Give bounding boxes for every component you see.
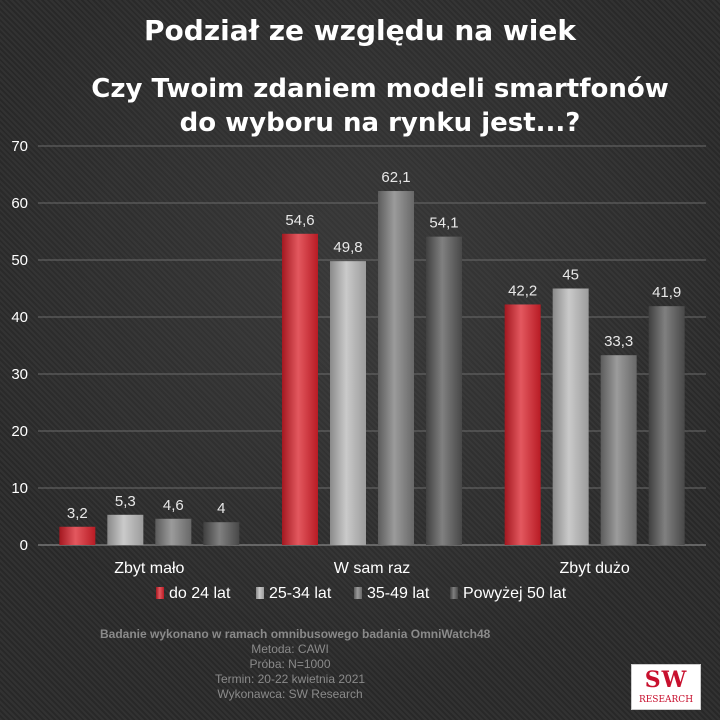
bar-chart: 3,2 5,3 4,6 4 54,6 49,8 62,1 54,1 42,2 45 33,3 41,9… (11, 138, 706, 602)
legend-label: 25-34 lat (269, 585, 332, 602)
bar-1-1 (59, 526, 96, 545)
bar-1-2 (282, 233, 318, 545)
footer-line-2: Metoda: CAWI (251, 642, 329, 656)
y-tick-label: 30 (11, 366, 28, 383)
data-label: 5,3 (115, 493, 136, 510)
legend-swatch (354, 587, 362, 599)
page-title: Podział ze względu na wiek (144, 14, 576, 47)
footer-line-5: Wykonawca: SW Research (217, 687, 363, 701)
axis-labels: 0 10 20 30 40 50 60 70 Zbyt mało W sam raz Zbyt du… (11, 138, 630, 577)
bar-2-1 (107, 514, 144, 545)
data-label: 54,1 (429, 215, 458, 232)
bars (59, 191, 685, 545)
category-label: Zbyt dużo (560, 560, 630, 577)
category-label: Zbyt mało (114, 560, 184, 577)
bar-3-2 (378, 191, 414, 545)
bar-2-3 (552, 288, 589, 545)
data-label: 33,3 (604, 333, 633, 350)
legend-swatch (450, 587, 458, 599)
data-label: 3,2 (67, 505, 88, 522)
data-labels: 3,2 5,3 4,6 4 54,6 49,8 62,1 54,1 42,2 45 33,3 41,9 (67, 169, 681, 522)
legend-label: Powyżej 50 lat (463, 585, 567, 602)
survey-footer: Badanie wykonano w ramach omnibusowego b… (100, 627, 491, 702)
bar-2-2 (330, 261, 366, 545)
bar-3-3 (600, 355, 637, 545)
category-label: W sam raz (334, 560, 410, 577)
chart-title-line-2: do wyboru na rynku jest...? (179, 108, 581, 138)
y-tick-label: 20 (11, 423, 28, 440)
legend-label: do 24 lat (169, 585, 231, 602)
data-label: 49,8 (333, 239, 362, 256)
y-tick-label: 40 (11, 309, 28, 326)
legend-swatch (256, 587, 264, 599)
bar-4-2 (426, 236, 462, 545)
logo-sw-text: SW (644, 667, 688, 693)
legend-label: 35-49 lat (367, 585, 430, 602)
bar-4-1 (203, 522, 240, 545)
y-tick-label: 70 (11, 138, 28, 155)
legend-swatch (156, 587, 164, 599)
logo-research-text: RESEARCH (638, 695, 694, 705)
data-label: 4 (217, 500, 225, 517)
grid-lines (38, 145, 706, 546)
data-label: 4,6 (163, 497, 184, 514)
data-label: 54,6 (285, 212, 314, 229)
data-label: 62,1 (381, 169, 410, 186)
chart-title-line-1: Czy Twoim zdaniem modeli smartfonów (91, 74, 669, 104)
bar-4-3 (648, 306, 685, 545)
data-label: 45 (562, 267, 579, 284)
y-tick-label: 0 (20, 537, 28, 554)
y-tick-label: 50 (11, 252, 28, 269)
footer-line-1: Badanie wykonano w ramach omnibusowego b… (100, 627, 491, 641)
bar-1-3 (504, 304, 541, 545)
footer-line-4: Termin: 20-22 kwietnia 2021 (214, 672, 366, 686)
legend: do 24 lat 25-34 lat 35-49 lat Powyżej 50 la… (156, 585, 567, 602)
sw-research-logo: SW RESEARCH (631, 664, 701, 710)
data-label: 42,2 (508, 282, 537, 299)
bar-3-1 (155, 518, 192, 545)
data-label: 41,9 (652, 284, 681, 301)
y-tick-label: 60 (11, 195, 28, 212)
y-tick-label: 10 (11, 480, 28, 497)
chart-title: Czy Twoim zdaniem modeli smartfonów do w… (60, 72, 700, 140)
footer-line-3: Próba: N=1000 (249, 657, 331, 671)
